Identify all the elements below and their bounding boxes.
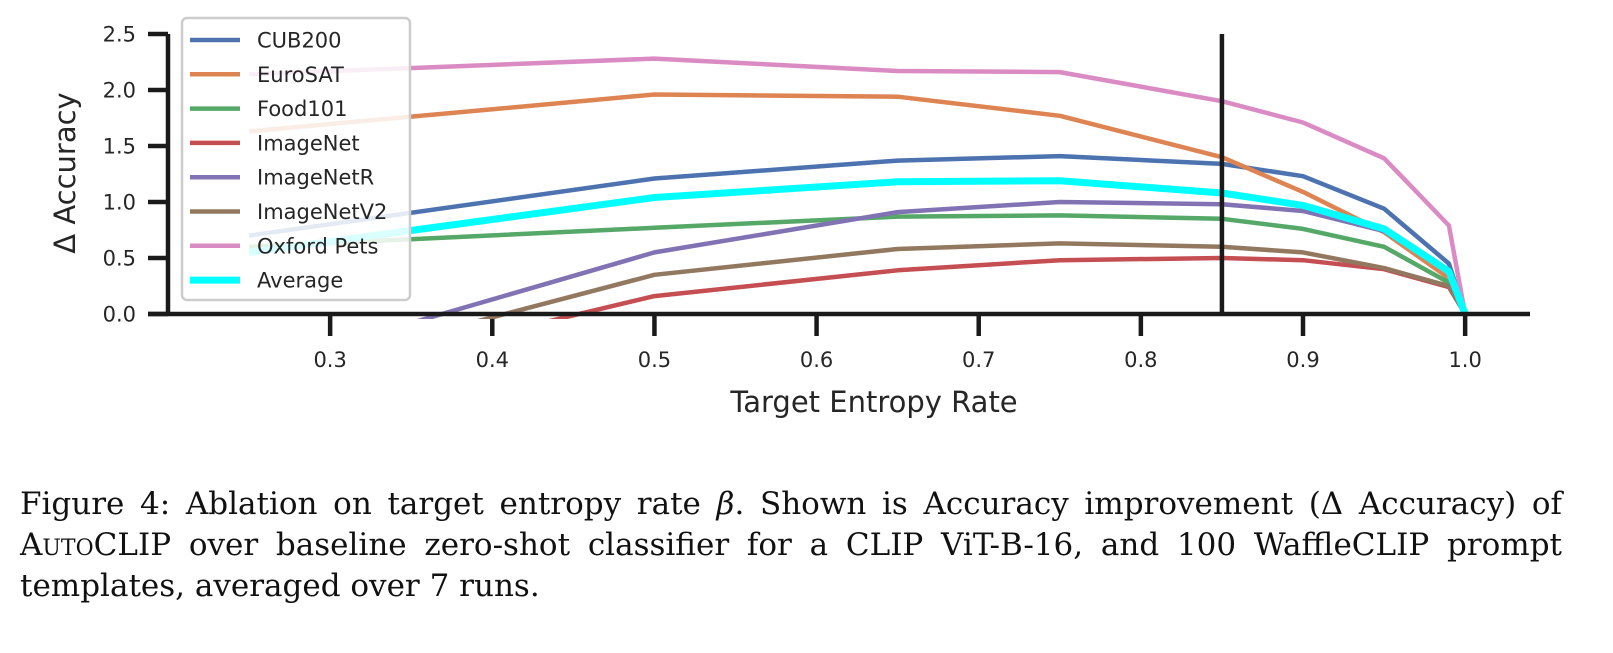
y-tick-label: 2.0	[103, 79, 136, 103]
caption-suffix: over baseline zero-shot classifier for a…	[20, 527, 1562, 604]
figure-caption: Figure 4: Ablation on target entropy rat…	[20, 484, 1562, 607]
y-tick-label: 0.5	[103, 247, 136, 271]
legend-label: Average	[257, 269, 343, 293]
series-line-imagenet	[548, 255, 1468, 319]
x-tick-label: 0.7	[962, 348, 995, 372]
legend-label: Food101	[257, 97, 347, 121]
series-layer	[248, 56, 1469, 319]
legend-label: EuroSAT	[257, 63, 344, 87]
x-tick-label: 0.3	[313, 348, 346, 372]
legend: CUB200 EuroSAT Food101 ImageNet ImageNetR Ima…	[180, 16, 412, 302]
legend-label: ImageNetR	[257, 166, 374, 190]
y-tick-label: 2.5	[103, 23, 136, 47]
legend-box	[180, 16, 412, 302]
caption-beta: β	[716, 486, 735, 522]
x-axis-title: Target Entropy Rate	[729, 385, 1017, 419]
chart: 0.0 0.5 1.0 1.5 2.0 2.5 0.3 0.4 0.5 0.6 0.7 0.8 0.9…	[48, 16, 1530, 419]
legend-label: ImageNet	[257, 131, 360, 155]
legend-label: ImageNetV2	[257, 200, 387, 224]
caption-method: AutoCLIP	[20, 527, 172, 563]
series-line-cub200	[248, 153, 1468, 315]
legend-label: CUB200	[257, 29, 342, 53]
x-tick-label: 0.9	[1286, 348, 1319, 372]
series-line-average	[248, 177, 1469, 316]
caption-prefix: Figure 4: Ablation on target entropy rat…	[20, 486, 717, 522]
y-tick-label: 1.0	[103, 191, 136, 215]
y-tick-label: 0.0	[103, 303, 136, 327]
y-axis-title: Δ Accuracy	[48, 92, 82, 253]
caption-middle: . Shown is Accuracy improvement (Δ Accur…	[734, 486, 1562, 522]
x-tick-label: 1.0	[1448, 348, 1481, 372]
x-tick-label: 0.8	[1124, 348, 1157, 372]
x-tick-label: 0.6	[800, 348, 833, 372]
legend-label: Oxford Pets	[257, 234, 378, 258]
x-tick-label: 0.4	[476, 348, 509, 372]
x-axis-ticks: 0.3 0.4 0.5 0.6 0.7 0.8 0.9 1.0	[313, 314, 1482, 372]
x-tick-label: 0.5	[638, 348, 671, 372]
y-axis-ticks: 0.0 0.5 1.0 1.5 2.0 2.5	[103, 23, 168, 327]
y-tick-label: 1.5	[103, 135, 136, 159]
